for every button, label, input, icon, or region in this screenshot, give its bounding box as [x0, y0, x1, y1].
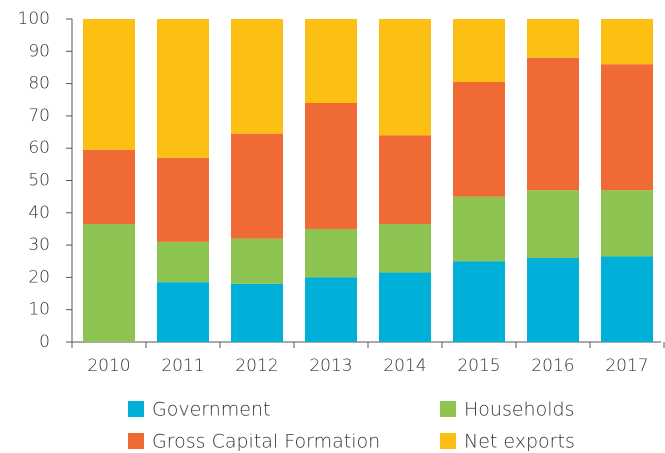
- y-tick-label: 50: [28, 171, 50, 191]
- legend-label: Government: [152, 399, 271, 421]
- y-tick-label: 30: [28, 235, 50, 255]
- y-tick-label: 90: [28, 41, 50, 61]
- y-tick-label: 40: [28, 203, 50, 223]
- y-tick-label: 20: [28, 267, 50, 287]
- bar-segment: [157, 241, 209, 283]
- bar-segment: [157, 19, 209, 158]
- bar-segment: [453, 81, 505, 197]
- bar-segment: [305, 277, 357, 342]
- bar-segment: [527, 19, 579, 58]
- bar-segment: [379, 135, 431, 225]
- bar-segment: [157, 157, 209, 242]
- bar-segment: [453, 196, 505, 262]
- bar-segment: [231, 238, 283, 284]
- bar-segment: [601, 19, 653, 65]
- bar-segment: [601, 190, 653, 257]
- x-tick-label: 2011: [161, 356, 204, 376]
- legend-label: Net exports: [464, 431, 575, 453]
- bar-segment: [379, 272, 431, 342]
- x-tick-label: 2010: [87, 356, 130, 376]
- bar-segment: [453, 261, 505, 342]
- y-tick-label: 100: [18, 9, 50, 29]
- x-tick-label: 2013: [309, 356, 352, 376]
- bar-segment: [231, 133, 283, 239]
- bar-segment: [83, 224, 135, 342]
- x-tick-label: 2017: [605, 356, 648, 376]
- x-tick-label: 2016: [531, 356, 574, 376]
- y-tick-label: 60: [28, 138, 50, 158]
- bar-segment: [305, 102, 357, 229]
- x-tick-label: 2014: [383, 356, 426, 376]
- legend-label: Households: [464, 399, 574, 421]
- legend-swatch: [440, 401, 456, 417]
- y-tick-label: 80: [28, 74, 50, 94]
- bar-segment: [231, 283, 283, 342]
- bar-segment: [83, 19, 135, 150]
- legend-swatch: [128, 433, 144, 449]
- bar-segment: [231, 19, 283, 134]
- bar-segment: [379, 19, 431, 136]
- legend-label: Gross Capital Formation: [152, 431, 380, 453]
- bar-segment: [157, 282, 209, 342]
- bar-segment: [453, 19, 505, 82]
- bar-segment: [527, 57, 579, 191]
- bar-segment: [527, 258, 579, 342]
- legend-swatch: [440, 433, 456, 449]
- bar-segment: [601, 256, 653, 342]
- x-tick-label: 2012: [235, 356, 278, 376]
- bar-segment: [379, 224, 431, 273]
- y-tick-label: 0: [39, 332, 50, 352]
- y-tick-label: 10: [28, 300, 50, 320]
- legend-swatch: [128, 401, 144, 417]
- bar-segment: [305, 228, 357, 278]
- bar-segment: [83, 149, 135, 225]
- bar-segment: [601, 64, 653, 191]
- x-tick-label: 2015: [457, 356, 500, 376]
- y-tick-label: 70: [28, 106, 50, 126]
- bar-segment: [527, 190, 579, 259]
- bar-segment: [305, 19, 357, 103]
